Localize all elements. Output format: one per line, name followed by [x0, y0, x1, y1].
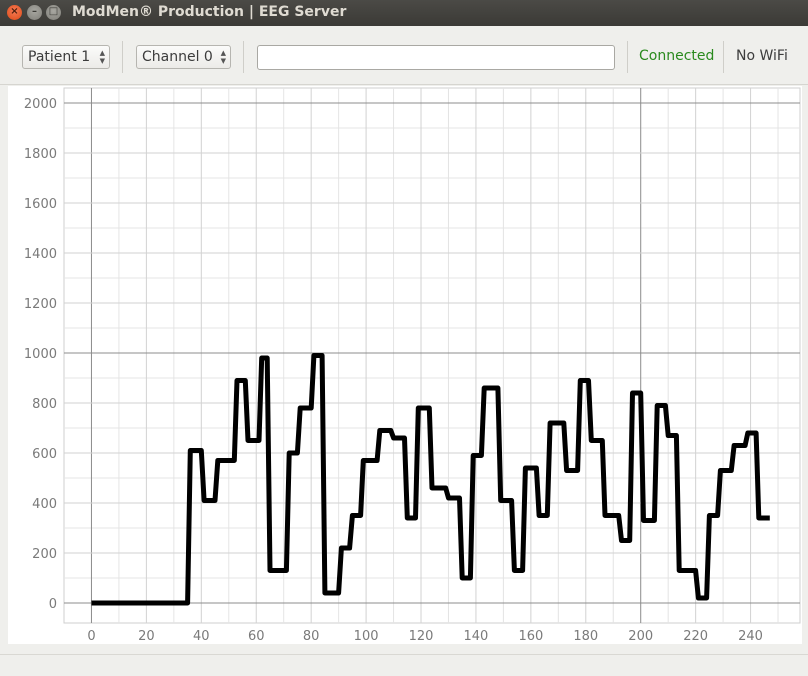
x-tick-label: 200 [628, 629, 653, 644]
y-tick-label: 0 [49, 597, 57, 612]
eeg-chart: 0 20 40 60 80 100 120 140 160 180 200 220 240 0 200 400… [8, 86, 802, 644]
patient-select[interactable]: Patient 1 ▲ ▼ [22, 45, 110, 69]
x-tick-label: 60 [248, 629, 265, 644]
close-icon: × [10, 6, 19, 17]
command-input[interactable] [257, 45, 615, 70]
x-tick-label: 180 [573, 629, 598, 644]
maximize-icon: □ [48, 6, 59, 17]
y-tick-label: 800 [32, 397, 57, 412]
y-tick-label: 1200 [24, 297, 57, 312]
x-tick-label: 20 [138, 629, 155, 644]
title-bar: × – □ ModMen® Production | EEG Server [0, 0, 808, 26]
minimize-icon: – [32, 6, 37, 17]
y-tick-label: 1000 [24, 347, 57, 362]
toolbar-separator [243, 41, 244, 73]
connection-status: Connected [639, 48, 715, 64]
eeg-chart-svg: 0 20 40 60 80 100 120 140 160 180 200 220 240 0 200 400… [24, 87, 801, 644]
channel-select-value: Channel 0 [142, 49, 213, 65]
x-tick-label: 80 [303, 629, 320, 644]
plot-area [63, 87, 801, 624]
toolbar-separator [723, 41, 724, 73]
y-tick-label: 200 [32, 547, 57, 562]
x-tick-label: 160 [518, 629, 543, 644]
window-title: ModMen® Production | EEG Server [72, 4, 347, 20]
spin-arrows-icon: ▲ ▼ [99, 49, 105, 65]
minimize-window-button[interactable]: – [27, 5, 42, 20]
maximize-window-button[interactable]: □ [46, 5, 61, 20]
close-window-button[interactable]: × [7, 5, 22, 20]
y-tick-label: 1600 [24, 197, 57, 212]
x-tick-label: 40 [193, 629, 210, 644]
y-tick-label: 400 [32, 497, 57, 512]
x-tick-label: 140 [464, 629, 489, 644]
x-tick-label: 100 [354, 629, 379, 644]
channel-select[interactable]: Channel 0 ▲ ▼ [136, 45, 231, 69]
x-tick-label: 120 [409, 629, 434, 644]
x-tick-label: 0 [87, 629, 95, 644]
toolbar-separator [122, 41, 123, 73]
eeg-signal-line [91, 353, 770, 606]
y-tick-label: 1400 [24, 247, 57, 262]
x-tick-label: 220 [683, 629, 708, 644]
spin-arrows-icon: ▲ ▼ [220, 49, 226, 65]
status-bar [0, 654, 808, 676]
x-tick-label: 240 [738, 629, 763, 644]
y-tick-label: 2000 [24, 97, 57, 112]
y-tick-label: 600 [32, 447, 57, 462]
toolbar: Patient 1 ▲ ▼ Channel 0 ▲ ▼ Connected No W… [0, 26, 808, 85]
toolbar-separator [627, 41, 628, 73]
y-tick-label: 1800 [24, 147, 57, 162]
wifi-status: No WiFi [736, 48, 788, 64]
patient-select-value: Patient 1 [28, 49, 91, 65]
